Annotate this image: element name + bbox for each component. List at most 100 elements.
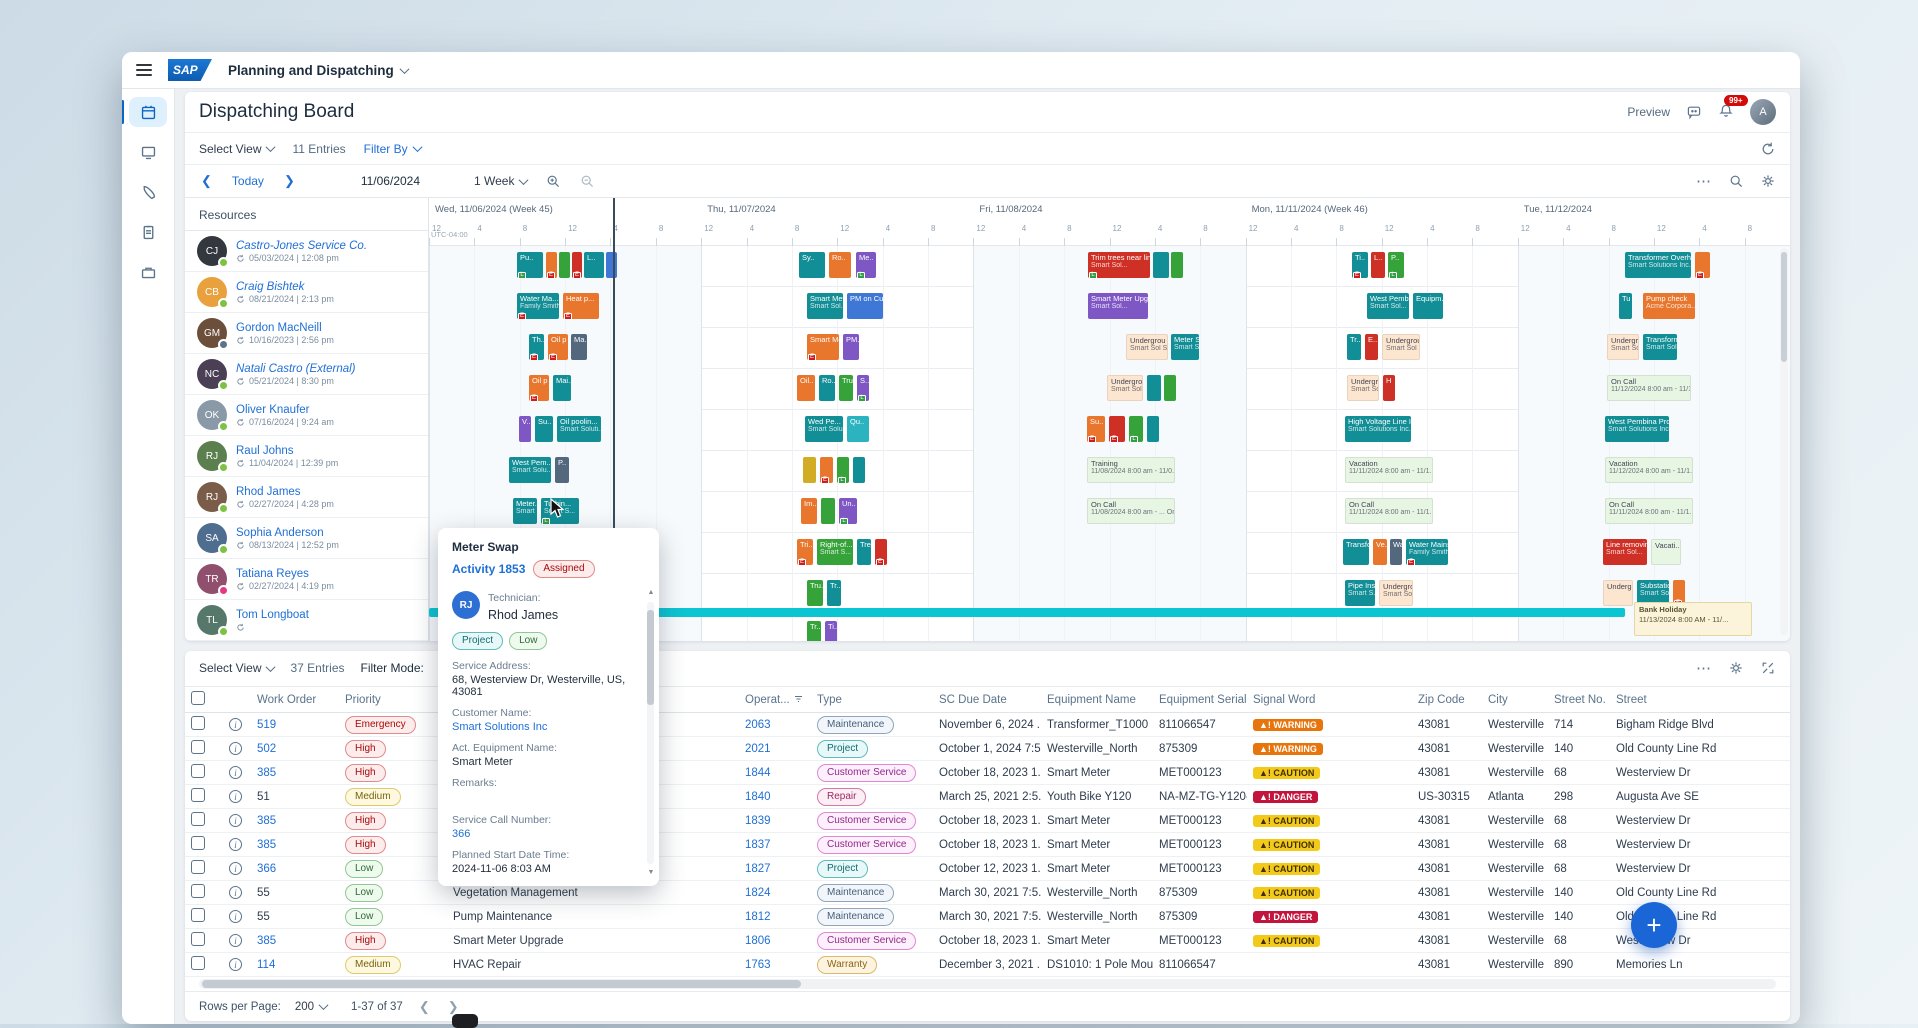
gantt-task-bar[interactable]: Transfor... [1343, 539, 1369, 565]
select-all-checkbox[interactable] [191, 691, 205, 706]
resource-row[interactable]: SA Sophia Anderson 08/13/2024 | 12:52 pm [185, 518, 428, 559]
info-icon[interactable]: i [229, 886, 242, 900]
row-checkbox[interactable] [191, 860, 205, 875]
gantt-task-bar[interactable]: Transformer OverhaulingSmart Solutions I… [1625, 252, 1691, 278]
resource-row[interactable]: RJ Raul Johns 11/04/2024 | 12:39 pm [185, 436, 428, 477]
operation-link[interactable]: 1837 [745, 838, 771, 851]
gantt-task-bar[interactable]: Smart Meter UpgradeSmart Sol... [1088, 293, 1148, 319]
filter-icon[interactable] [793, 694, 804, 704]
gantt-task-bar[interactable] [803, 457, 816, 483]
info-icon[interactable]: i [229, 718, 242, 732]
gantt-task-bar[interactable]: TransformerSmart Sol... [1643, 334, 1677, 360]
gantt-task-bar[interactable] [559, 252, 570, 278]
info-icon[interactable]: i [229, 934, 242, 948]
gantt-task-bar[interactable]: Tr.. [827, 580, 841, 606]
gantt-task-bar[interactable]: Undergrou [1603, 580, 1633, 606]
menu-icon[interactable] [136, 64, 152, 76]
gantt-task-bar[interactable]: PM on Custo... [847, 293, 883, 319]
gantt-task-bar[interactable]: E [572, 252, 582, 278]
table-row[interactable]: i 114 Medium HVAC Repair 1763 Warranty D… [185, 952, 1790, 978]
gantt-task-bar[interactable]: Vacati... [1651, 539, 1681, 565]
table-row[interactable]: i 519 Emergency 2063 Maintenance Novembe… [185, 712, 1790, 738]
row-checkbox[interactable] [191, 812, 205, 827]
gantt-task-bar[interactable]: Smart Mete...Smart Sol... [807, 293, 843, 319]
notifications-button[interactable]: 99+ [1718, 94, 1748, 122]
gantt-task-bar[interactable]: Line removingSmart Sol... [1603, 539, 1647, 565]
gantt-task-bar[interactable]: P.. L [1388, 252, 1404, 278]
range-select[interactable]: 1 Week [474, 174, 529, 188]
table-row[interactable]: i 502 High 2021 Project October 1, 2024 … [185, 736, 1790, 762]
gantt-task-bar[interactable]: Heat p... E [563, 293, 599, 319]
bank-holiday-block[interactable]: Bank Holiday 11/13/2024 8:00 AM - 11/... [1634, 602, 1752, 636]
table-row[interactable]: i 385 High 1839 Customer Service October… [185, 808, 1790, 834]
info-icon[interactable]: i [229, 838, 242, 852]
info-icon[interactable]: i [229, 790, 242, 804]
row-checkbox[interactable] [191, 836, 205, 851]
gantt-task-bar[interactable]: Ro.. [819, 375, 835, 401]
resource-name[interactable]: Raul Johns [236, 444, 294, 457]
gantt-task-bar[interactable]: Tru.. [839, 375, 853, 401]
gantt-task-bar[interactable]: Mai.. [553, 375, 571, 401]
table-settings-icon[interactable] [1728, 660, 1744, 676]
gantt-task-bar[interactable]: Sy.. [799, 252, 825, 278]
resource-name[interactable]: Castro-Jones Service Co. [236, 239, 368, 252]
gantt-task-bar[interactable]: Th.. E [529, 334, 544, 360]
add-work-order-fab[interactable]: + [1631, 902, 1677, 948]
table-row[interactable]: i 385 High 1837 Customer Service October… [185, 832, 1790, 858]
gantt-task-bar[interactable]: On Call 11/11/2024 8:00 am - 11/1... [1605, 498, 1693, 524]
gantt-task-bar[interactable]: Right-of... Smart S... [817, 539, 853, 565]
sidebar-item-calls[interactable] [129, 177, 167, 207]
gantt-task-bar[interactable] [821, 498, 835, 524]
operation-link[interactable]: 1839 [745, 814, 771, 827]
gantt-task-bar[interactable]: Tre.. [857, 539, 871, 565]
zoom-out-icon[interactable] [579, 173, 595, 189]
gantt-task-bar[interactable]: H [1383, 375, 1395, 401]
gantt-task-bar[interactable]: Me.. L [856, 252, 876, 278]
row-checkbox[interactable] [191, 716, 205, 731]
gantt-task-bar[interactable]: High Voltage Line InspectionSmart Soluti… [1345, 416, 1411, 442]
gantt-task-bar[interactable] [1164, 375, 1176, 401]
operation-link[interactable]: 2021 [745, 742, 771, 755]
table-horizontal-scrollbar[interactable] [199, 979, 1776, 990]
gantt-task-bar[interactable]: E [820, 457, 833, 483]
resource-row[interactable]: GM Gordon MacNeill 10/16/2023 | 2:56 pm [185, 313, 428, 354]
table-row[interactable]: i 55 Low Vegetation Management 1824 Main… [185, 880, 1790, 906]
gantt-task-bar[interactable]: Ma.. [571, 334, 587, 360]
gantt-task-bar[interactable]: Ro.. [829, 252, 851, 278]
gantt-task-bar[interactable]: Tu [1619, 293, 1632, 319]
info-icon[interactable]: i [229, 862, 242, 876]
operation-link[interactable]: 1806 [745, 934, 771, 947]
gantt-select-view[interactable]: Select View [199, 142, 276, 156]
tooltip-scrollbar[interactable]: ▲ ▼ [647, 589, 655, 876]
info-icon[interactable]: i [229, 958, 242, 972]
gantt-task-bar[interactable]: Ti.. [825, 621, 837, 641]
work-order-link[interactable]: 385 [257, 766, 277, 779]
work-order-link[interactable]: 385 [257, 934, 277, 947]
row-checkbox[interactable] [191, 788, 205, 803]
gantt-task-bar[interactable]: Ti.. E [1352, 252, 1368, 278]
resource-name[interactable]: Rhod James [236, 485, 301, 498]
sidebar-item-dispatching-board[interactable] [122, 97, 167, 127]
activity-link[interactable]: Activity 1853 [452, 562, 526, 576]
gantt-task-bar[interactable]: Tru.. [807, 580, 823, 606]
operation-link[interactable]: 1840 [745, 790, 771, 803]
gantt-task-bar[interactable]: Pump check Acme Corpora... [1643, 293, 1695, 319]
gantt-task-bar[interactable] [1147, 416, 1159, 442]
gantt-task-bar[interactable]: Training 11/08/2024 8:00 am - 11/0... [1087, 457, 1175, 483]
gantt-task-bar[interactable]: Tri.. E [797, 539, 813, 565]
table-overflow-menu[interactable]: ⋯ [1696, 660, 1712, 678]
operation-link[interactable]: 1827 [745, 862, 771, 875]
table-row[interactable]: i 385 High Smart Meter Upgrade 1806 Cust… [185, 928, 1790, 954]
work-order-link[interactable]: 385 [257, 838, 277, 851]
resource-name[interactable]: Tom Longboat [236, 609, 309, 622]
gantt-task-bar[interactable]: S.. L [857, 375, 869, 401]
service-call-link[interactable]: 366 [452, 828, 471, 840]
gantt-task-bar[interactable]: Un.. L [839, 498, 857, 524]
work-order-link[interactable]: 114 [257, 958, 276, 971]
gantt-task-bar[interactable] [1147, 375, 1161, 401]
gantt-task-bar[interactable]: Im.. [801, 498, 817, 524]
gantt-task-bar[interactable]: Oil.. [797, 375, 815, 401]
